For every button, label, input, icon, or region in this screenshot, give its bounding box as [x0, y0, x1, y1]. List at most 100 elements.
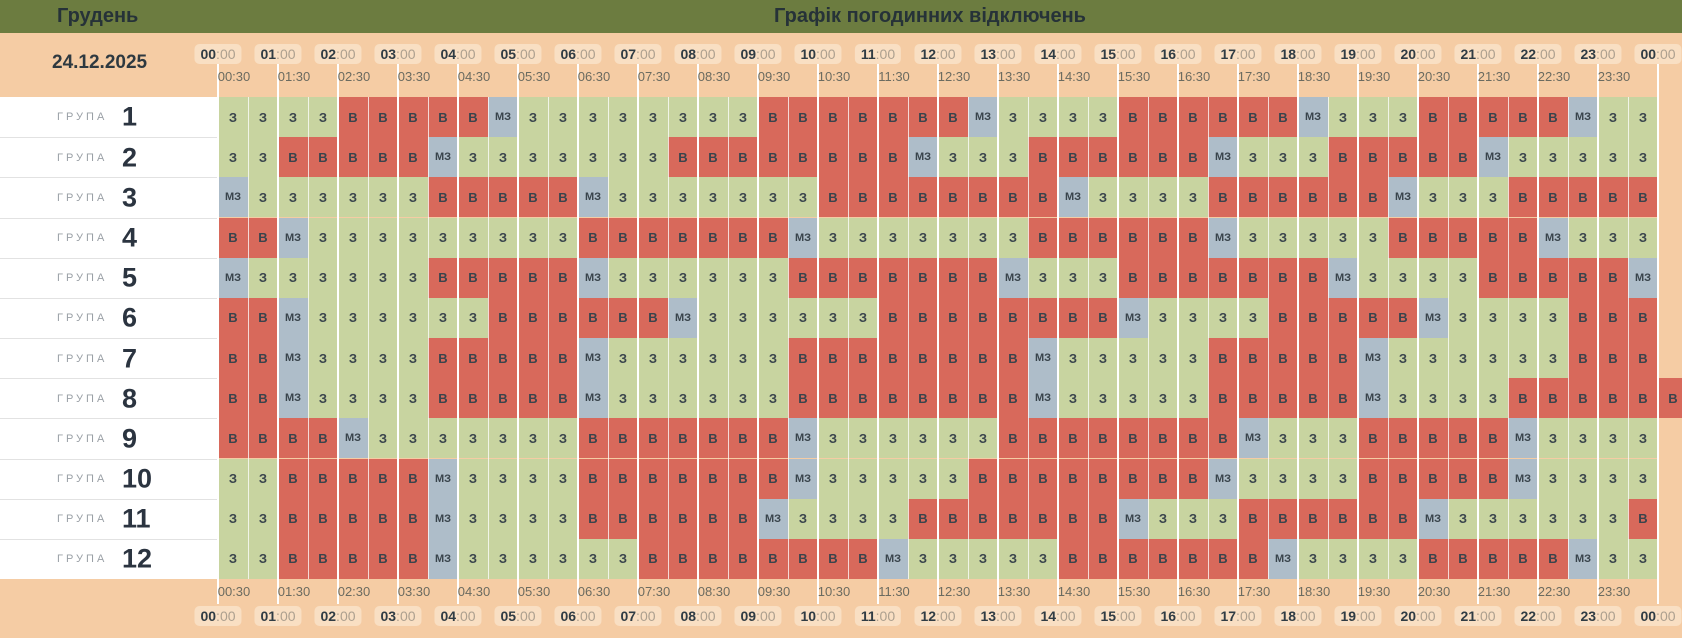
schedule-cell: В: [1388, 498, 1418, 539]
schedule-cell: З: [518, 217, 548, 258]
schedule-cell: В: [848, 177, 878, 218]
schedule-cell: В: [1538, 177, 1568, 218]
schedule-cell: В: [578, 458, 608, 499]
hour-gridline: [877, 60, 879, 604]
schedule-cell: З: [608, 378, 638, 419]
schedule-cell: В: [998, 177, 1028, 218]
schedule-cell: В: [1508, 538, 1538, 579]
half-hour-gridline: [908, 97, 909, 579]
schedule-cell: В: [1538, 97, 1568, 138]
schedule-cell: В: [908, 338, 938, 379]
schedule-cell: З: [728, 338, 758, 379]
schedule-cell: З: [398, 418, 428, 459]
schedule-cell: В: [518, 297, 548, 338]
schedule-cell: З: [1448, 378, 1478, 419]
schedule-cell: З: [458, 498, 488, 539]
schedule-cell: З: [878, 498, 908, 539]
hour-label-footer: 01:00: [254, 606, 302, 626]
schedule-cell: В: [1148, 458, 1178, 499]
schedule-cell: З: [1178, 498, 1208, 539]
schedule-cell: З: [218, 458, 248, 499]
group-word: ГРУПА: [57, 432, 108, 445]
schedule-cell: З: [518, 458, 548, 499]
schedule-cell: З: [308, 177, 338, 218]
schedule-cell: З: [1598, 418, 1628, 459]
hour-gridline: [1417, 60, 1419, 604]
schedule-cell: В: [428, 177, 458, 218]
half-hour-gridline: [968, 97, 969, 579]
group-number: 9: [122, 423, 138, 454]
schedule-cell: З: [698, 177, 728, 218]
schedule-cell: В: [728, 418, 758, 459]
schedule-cell: В: [1478, 97, 1508, 138]
schedule-cell: З: [878, 418, 908, 459]
schedule-cell: З: [248, 498, 278, 539]
schedule-cell: В: [758, 458, 788, 499]
hour-label-header: 04:00: [434, 44, 482, 64]
schedule-cell: З: [1508, 297, 1538, 338]
schedule-cell: З: [1178, 378, 1208, 419]
schedule-cell: В: [1298, 378, 1328, 419]
schedule-cell: МЗ: [1568, 97, 1598, 138]
hour-label-header: 11:00: [854, 44, 902, 64]
schedule-cell: З: [1028, 257, 1058, 298]
schedule-cell: В: [1418, 137, 1448, 178]
schedule-cell: МЗ: [1568, 538, 1598, 579]
half-hour-gridline: [1328, 97, 1329, 579]
schedule-cell: В: [878, 137, 908, 178]
half-hour-label-header: 06:30: [577, 69, 611, 84]
schedule-cell: В: [1028, 177, 1058, 218]
schedule-cell: В: [1208, 97, 1238, 138]
schedule-cell: З: [1568, 418, 1598, 459]
schedule-cell: В: [818, 137, 848, 178]
half-hour-gridline: [428, 97, 429, 579]
half-hour-label-footer: 08:30: [697, 584, 731, 599]
schedule-cell: З: [1538, 418, 1568, 459]
schedule-cell: В: [1088, 458, 1118, 499]
hour-label-footer: 23:00: [1574, 606, 1622, 626]
schedule-cell: В: [1328, 177, 1358, 218]
schedule-cell: В: [1448, 458, 1478, 499]
hour-label-header: 01:00: [254, 44, 302, 64]
schedule-cell: З: [1478, 498, 1508, 539]
schedule-cell: З: [818, 217, 848, 258]
schedule-cell: З: [548, 498, 578, 539]
schedule-cell: В: [818, 257, 848, 298]
schedule-cell: З: [1628, 97, 1658, 138]
schedule-cell: В: [788, 137, 818, 178]
schedule-cell: МЗ: [1268, 538, 1298, 579]
schedule-cell: З: [848, 498, 878, 539]
date-label: 24.12.2025: [52, 52, 148, 73]
schedule-cell: В: [698, 498, 728, 539]
schedule-cell: В: [368, 538, 398, 579]
half-hour-label-footer: 05:30: [517, 584, 551, 599]
schedule-cell: В: [1238, 257, 1268, 298]
schedule-cell: З: [218, 498, 248, 539]
schedule-cell: З: [368, 418, 398, 459]
schedule-cell: З: [908, 217, 938, 258]
schedule-cell: З: [1328, 538, 1358, 579]
schedule-cell: В: [818, 97, 848, 138]
schedule-cell: З: [938, 137, 968, 178]
schedule-cell: З: [818, 297, 848, 338]
group-row-label: ГРУПА 11: [0, 498, 218, 539]
schedule-cell: В: [1208, 378, 1238, 419]
schedule-cell: З: [1568, 458, 1598, 499]
schedule-cell: В: [1298, 498, 1328, 539]
half-hour-label-footer: 14:30: [1057, 584, 1091, 599]
title-bar: [0, 0, 1682, 33]
schedule-cell: В: [1178, 418, 1208, 459]
schedule-cell: В: [1238, 378, 1268, 419]
schedule-cell: В: [758, 217, 788, 258]
half-hour-label-header: 09:30: [757, 69, 791, 84]
schedule-cell: В: [458, 338, 488, 379]
schedule-cell: З: [758, 338, 788, 379]
schedule-cell: В: [1598, 378, 1628, 419]
schedule-cell: МЗ: [278, 297, 308, 338]
group-number: 3: [122, 182, 138, 213]
hour-label-footer: 15:00: [1094, 606, 1142, 626]
schedule-cell: З: [968, 217, 998, 258]
schedule-cell: З: [398, 297, 428, 338]
hour-label-header: 02:00: [314, 44, 362, 64]
schedule-cell: В: [1418, 538, 1448, 579]
